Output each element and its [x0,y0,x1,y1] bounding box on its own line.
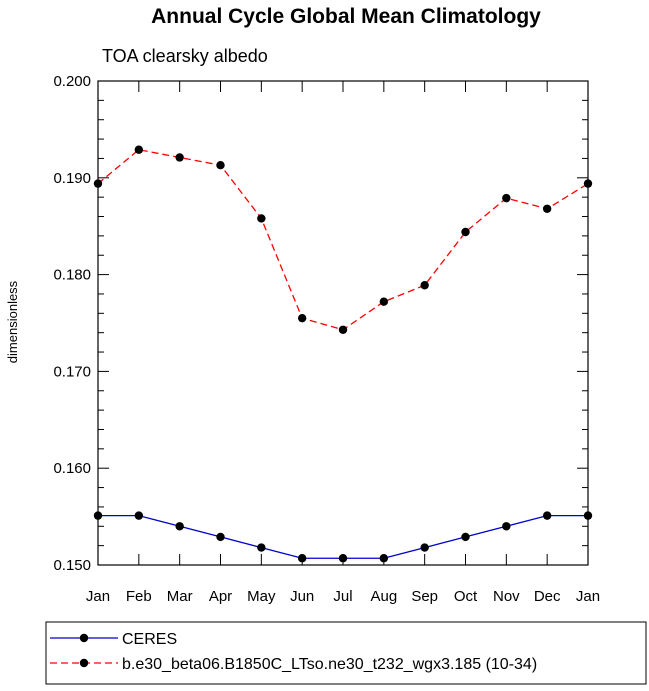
data-point [583,179,593,188]
x-axis-ticks: Jan Feb Mar Apr May Jun Jul Aug Sep Oct Nov Dec Jan [86,81,600,605]
chart-subtitle: TOA clearsky albedo [102,46,268,66]
data-point [379,554,389,563]
x-tick-label: Jan [86,588,110,605]
x-tick-label: Dec [534,588,561,605]
data-point [338,554,348,563]
legend-label-2: b.e30_beta06.B1850C_LTso.ne30_t232_wgx3.… [122,656,537,673]
series-line-1 [98,514,588,559]
x-tick-label: Jul [333,588,352,605]
data-point [338,325,348,334]
y-tick-label: 0.150 [53,557,91,574]
y-axis-ticks: 0.150 0.160 0.170 0.180 0.190 0.200 [53,73,588,574]
x-tick-label: Jan [576,588,600,605]
data-point [461,532,470,542]
legend: CERES b.e30_beta06.B1850C_LTso.ne30_t232_… [50,631,537,673]
y-tick-label: 0.160 [53,460,91,477]
data-point [216,532,225,542]
series-layer [93,145,593,563]
data-point [542,204,552,213]
data-point [93,511,103,520]
x-tick-label: Aug [370,588,397,605]
legend-marker-1 [79,633,89,643]
x-tick-label: Sep [411,588,438,605]
data-point [134,511,144,520]
data-point [502,522,511,531]
data-point [461,227,470,237]
legend-marker-2 [79,658,89,668]
data-point [257,214,266,223]
legend-label-1: CERES [122,631,177,648]
x-tick-label: Mar [167,588,193,605]
x-tick-label: Nov [493,588,520,605]
data-point [502,193,511,203]
x-tick-label: Oct [454,588,478,605]
data-point [93,179,103,188]
data-point [175,522,184,531]
data-point [583,511,593,520]
data-point [379,297,389,306]
y-tick-label: 0.170 [53,363,91,380]
chart-title: Annual Cycle Global Mean Climatology [151,5,541,28]
y-tick-label: 0.180 [53,267,91,284]
x-tick-label: Feb [126,588,152,605]
y-tick-label: 0.190 [53,170,91,187]
y-axis-label: dimensionless [5,280,20,363]
data-point [420,543,429,552]
x-tick-label: Jun [290,588,314,605]
data-point [175,153,184,162]
data-point [134,145,144,154]
series-line-2 [97,149,589,331]
legend-box [45,621,647,685]
data-point [297,313,307,323]
data-point [216,161,225,170]
y-tick-label: 0.200 [53,73,91,90]
data-point [420,281,429,290]
data-point [297,554,307,563]
data-point [257,543,266,552]
x-tick-label: May [247,588,276,605]
x-tick-label: Apr [209,588,232,605]
plot-frame [97,80,589,566]
data-point [542,511,552,520]
